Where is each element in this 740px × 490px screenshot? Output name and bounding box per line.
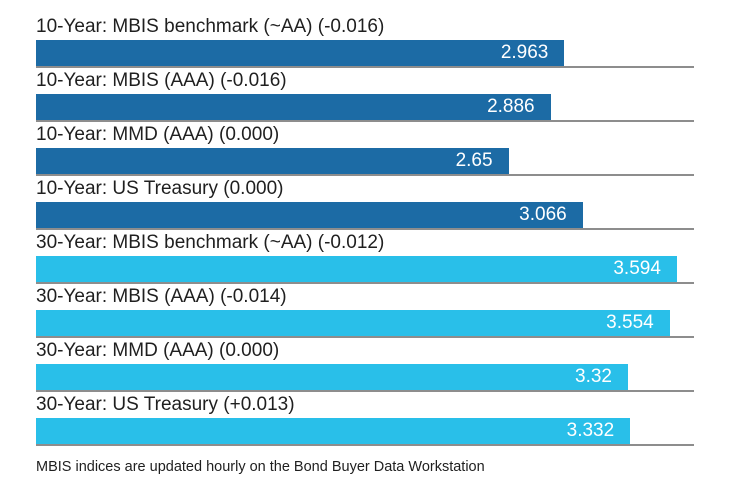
bar-track: 3.594	[36, 256, 694, 284]
bar: 2.963	[36, 40, 565, 66]
bar-category-label: 30-Year: MMD (AAA) (0.000)	[36, 340, 280, 361]
bar-category-label: 10-Year: MMD (AAA) (0.000)	[36, 124, 280, 145]
bar: 3.32	[36, 364, 628, 390]
chart-row: 10-Year: US Treasury (0.000) 3.066	[36, 176, 694, 230]
bar-track: 3.32	[36, 364, 694, 392]
chart-row: 30-Year: MMD (AAA) (0.000) 3.32	[36, 338, 694, 392]
bar: 3.066	[36, 202, 583, 228]
bar-track: 2.886	[36, 94, 694, 122]
bar: 3.594	[36, 256, 677, 282]
bar-category-label: 30-Year: MBIS benchmark (~AA) (-0.012)	[36, 232, 385, 253]
bar-track: 2.65	[36, 148, 694, 176]
bar: 3.554	[36, 310, 670, 336]
chart-rows: 10-Year: MBIS benchmark (~AA) (-0.016) 2.…	[36, 14, 694, 446]
bar-category-label: 30-Year: US Treasury (+0.013)	[36, 394, 295, 415]
bar-value-label: 2.886	[487, 96, 535, 117]
chart-footnote: MBIS indices are updated hourly on the B…	[36, 459, 485, 475]
bar-chart: 10-Year: MBIS benchmark (~AA) (-0.016) 2.…	[36, 14, 694, 446]
chart-row: 30-Year: MBIS (AAA) (-0.014) 3.554	[36, 284, 694, 338]
bar-category-label: 10-Year: US Treasury (0.000)	[36, 178, 284, 199]
bar-track: 3.066	[36, 202, 694, 230]
bar-track: 3.554	[36, 310, 694, 338]
bar: 2.886	[36, 94, 551, 120]
bar-value-label: 3.066	[519, 204, 567, 225]
bar: 2.65	[36, 148, 509, 174]
chart-row: 10-Year: MBIS (AAA) (-0.016) 2.886	[36, 68, 694, 122]
bar-category-label: 10-Year: MBIS benchmark (~AA) (-0.016)	[36, 16, 385, 37]
chart-row: 30-Year: MBIS benchmark (~AA) (-0.012) 3.…	[36, 230, 694, 284]
bar-category-label: 30-Year: MBIS (AAA) (-0.014)	[36, 286, 287, 307]
bar-value-label: 3.594	[613, 258, 661, 279]
bar-value-label: 3.32	[575, 366, 612, 387]
bar-value-label: 2.963	[500, 42, 549, 63]
chart-row: 10-Year: MBIS benchmark (~AA) (-0.016) 2.…	[36, 14, 694, 68]
bar-value-label: 2.65	[455, 150, 493, 171]
bar-track: 3.332	[36, 418, 694, 446]
bar-value-label: 3.332	[566, 420, 615, 441]
bar: 3.332	[36, 418, 631, 444]
bar-category-label: 10-Year: MBIS (AAA) (-0.016)	[36, 70, 287, 91]
chart-row: 10-Year: MMD (AAA) (0.000) 2.65	[36, 122, 694, 176]
bar-value-label: 3.554	[606, 312, 654, 333]
bar-track: 2.963	[36, 40, 694, 68]
chart-row: 30-Year: US Treasury (+0.013) 3.332	[36, 392, 694, 446]
